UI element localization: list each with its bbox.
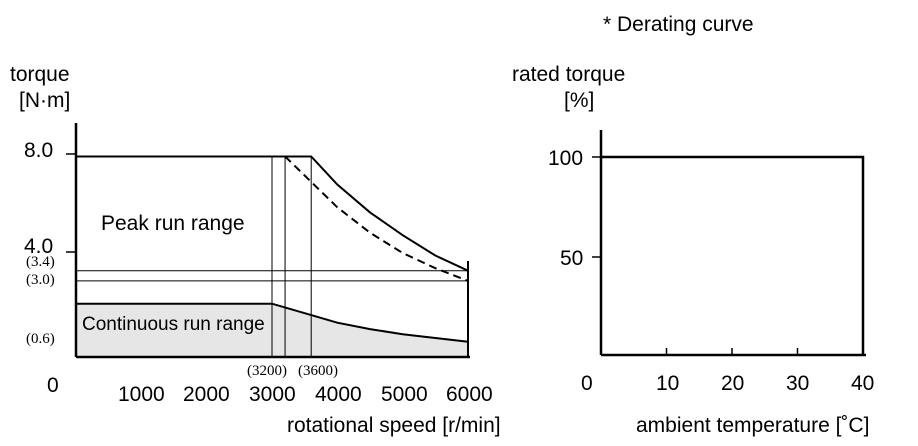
- x-tick-label-1000: 1000: [118, 383, 165, 406]
- figure-title: * Derating curve: [603, 13, 754, 36]
- derating-chart: rated torque [%] 100 50 0 10 20 30 40 am…: [512, 63, 874, 437]
- x-tick-label-3000: 3000: [249, 383, 296, 406]
- peak-torque-dashed-curve: [284, 155, 469, 282]
- right-x-tick-label-10: 10: [656, 372, 679, 395]
- x-tick-label-4000: 4000: [315, 383, 362, 406]
- right-y-tick-label-50: 50: [560, 247, 583, 270]
- x-tick-label-5000: 5000: [381, 383, 428, 406]
- y-tick-label-4: 4.0: [24, 235, 53, 258]
- x-axis-label: rotational speed [r/min]: [287, 414, 501, 437]
- torque-speed-chart: torque [N·m] 8.0 4.0 (3.4) (3.0) (0.6) P…: [10, 63, 501, 437]
- right-y-axis-label-2: [%]: [564, 89, 594, 112]
- right-y-tick-label-100: 100: [548, 147, 583, 170]
- peak-torque-curve: [76, 155, 469, 272]
- continuous-torque-curve: [75, 302, 469, 343]
- y-tick-label-8: 8.0: [24, 139, 53, 162]
- right-x-axis-label: ambient temperature [˚C]: [636, 414, 869, 437]
- right-x-tick-label-30: 30: [786, 372, 809, 395]
- peak-run-range-label: Peak run range: [101, 212, 245, 235]
- reference-lines: [76, 156, 468, 357]
- y-axis-label-2: [N·m]: [19, 89, 70, 112]
- right-x-tick-label-40: 40: [851, 372, 874, 395]
- rated-torque-curve: [601, 155, 865, 355]
- x-tick-label-2000: 2000: [183, 383, 230, 406]
- right-x-tick-label-0: 0: [581, 372, 593, 395]
- x-tick-label-0: 0: [47, 374, 59, 397]
- x-tick-label-6000: 6000: [446, 383, 493, 406]
- right-y-axis-label-1: rated torque: [512, 63, 625, 86]
- y-annotation-3-4: (3.4): [26, 254, 55, 270]
- right-x-ticks: [665, 348, 799, 355]
- y-annotation-3-0: (3.0): [26, 272, 55, 288]
- y-axis-label-1: torque: [10, 63, 70, 86]
- x-annotation-3200: (3200): [247, 363, 287, 379]
- y-annotation-0-6: (0.6): [26, 331, 55, 347]
- right-x-tick-label-20: 20: [721, 372, 744, 395]
- continuous-run-range-label: Continuous run range: [82, 314, 265, 335]
- x-annotation-3600: (3600): [298, 363, 338, 379]
